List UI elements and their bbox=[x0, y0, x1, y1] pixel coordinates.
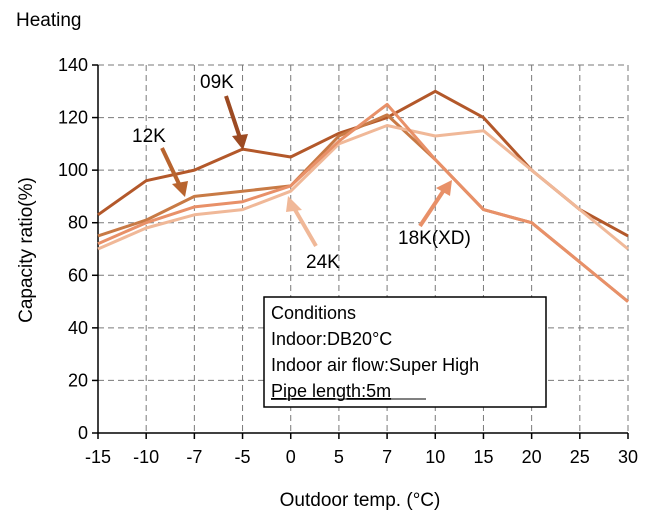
arrow-12k-head bbox=[172, 181, 188, 197]
y-tick-label: 140 bbox=[58, 55, 88, 75]
x-axis-label: Outdoor temp. (°C) bbox=[280, 490, 441, 511]
x-tick-label: 30 bbox=[618, 447, 638, 467]
series-line-24k bbox=[97, 124, 629, 251]
conditions-line-airflow: Indoor air flow:Super High bbox=[271, 355, 479, 375]
x-tick-label: 25 bbox=[570, 447, 590, 467]
arrow-18k-head bbox=[436, 180, 452, 196]
x-tick-label: -5 bbox=[235, 447, 251, 467]
series-lines bbox=[97, 89, 629, 303]
conditions-title: Conditions bbox=[271, 303, 356, 323]
series-line-18k-xd bbox=[97, 102, 629, 303]
arrow-24k-head bbox=[286, 196, 302, 212]
x-tick-label: 7 bbox=[382, 447, 392, 467]
annotation-09k: 09K bbox=[200, 72, 234, 93]
y-axis-label: Capacity ratio(%) bbox=[16, 177, 37, 323]
x-tick-label: 10 bbox=[425, 447, 445, 467]
x-tick-label: 20 bbox=[522, 447, 542, 467]
arrow-12k bbox=[160, 147, 182, 187]
conditions-line-indoor: Indoor:DB20°C bbox=[271, 329, 392, 349]
series-line-09k bbox=[97, 89, 629, 238]
x-tick-label: 0 bbox=[286, 447, 296, 467]
conditions-box: Conditions Indoor:DB20°C Indoor air flow… bbox=[263, 296, 547, 408]
x-tick-label: 5 bbox=[334, 447, 344, 467]
x-tick-label: -10 bbox=[133, 447, 159, 467]
y-tick-label: 100 bbox=[58, 160, 88, 180]
y-tick-labels: 0 20 40 60 80 100 120 140 bbox=[58, 55, 88, 443]
y-tick-label: 80 bbox=[68, 213, 88, 233]
arrow-09k-head bbox=[232, 134, 248, 150]
y-tick-label: 40 bbox=[68, 318, 88, 338]
y-tick-label: 20 bbox=[68, 370, 88, 390]
conditions-line-pipe: Pipe length:5m bbox=[271, 381, 391, 401]
annotation-arrows bbox=[160, 95, 452, 248]
y-tick-label: 60 bbox=[68, 265, 88, 285]
y-tick-label: 0 bbox=[78, 423, 88, 443]
x-tick-label: -15 bbox=[85, 447, 111, 467]
x-tick-label: -7 bbox=[186, 447, 202, 467]
annotation-24k: 24K bbox=[306, 252, 340, 273]
arrow-18k bbox=[418, 188, 446, 228]
y-tick-label: 120 bbox=[58, 108, 88, 128]
x-tick-label: 15 bbox=[473, 447, 493, 467]
x-tick-labels: -15 -10 -7 -5 0 5 7 10 15 20 25 30 bbox=[85, 447, 638, 467]
arrow-24k bbox=[292, 206, 318, 248]
arrow-09k bbox=[224, 95, 242, 139]
chart-title: Heating bbox=[16, 10, 82, 31]
annotation-12k: 12K bbox=[132, 126, 166, 147]
annotation-18k-xd: 18K(XD) bbox=[398, 228, 471, 249]
series-line-12k bbox=[97, 113, 629, 303]
